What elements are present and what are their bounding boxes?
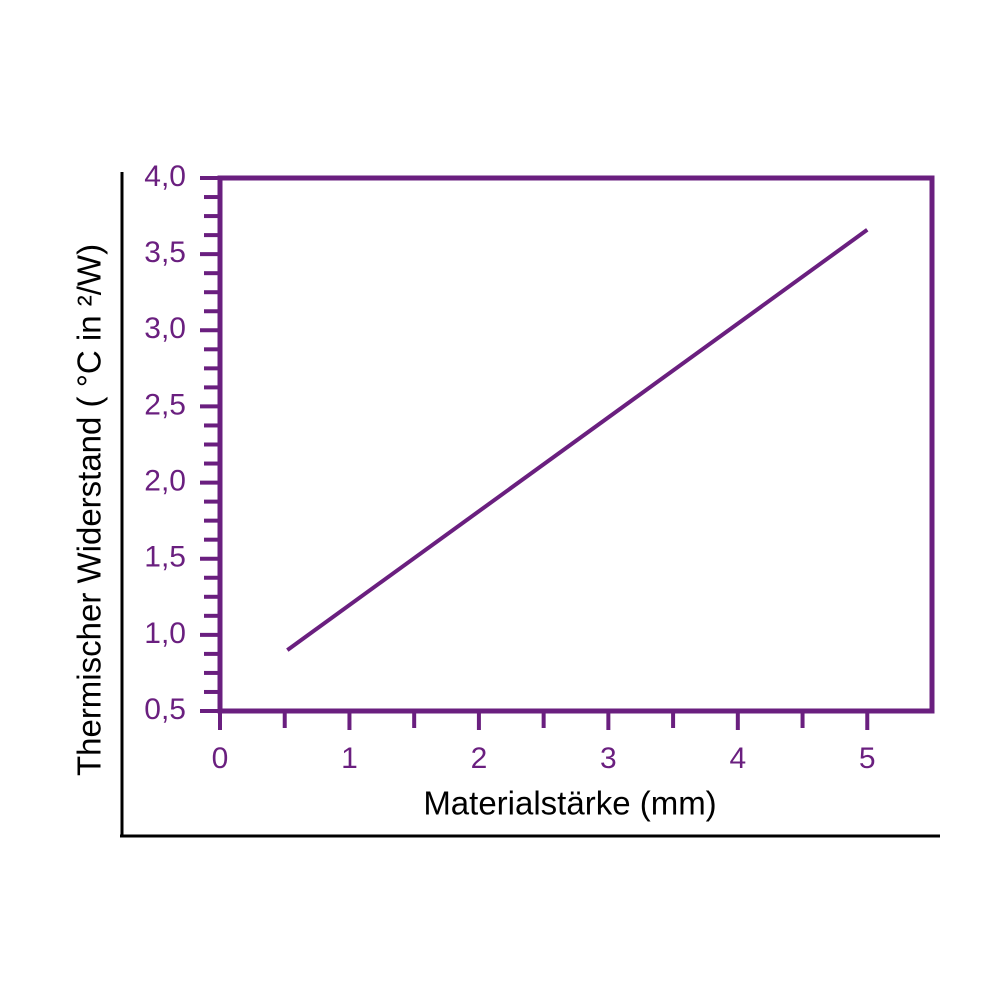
x-tick-label: 3 bbox=[600, 742, 617, 775]
x-tick-label: 5 bbox=[859, 742, 876, 775]
x-tick-label: 0 bbox=[212, 742, 229, 775]
y-tick-label: 3,0 bbox=[144, 312, 186, 345]
y-tick-label: 1,5 bbox=[144, 541, 186, 574]
y-tick-label: 2,0 bbox=[144, 464, 186, 497]
y-tick-label: 1,0 bbox=[144, 617, 186, 650]
y-tick-label: 0,5 bbox=[144, 693, 186, 726]
y-tick-label: 2,5 bbox=[144, 388, 186, 421]
x-tick-label: 4 bbox=[729, 742, 746, 775]
y-tick-label: 4,0 bbox=[144, 160, 186, 193]
data-line bbox=[286, 228, 869, 652]
y-tick-label: 3,5 bbox=[144, 236, 186, 269]
x-tick-label: 1 bbox=[341, 742, 358, 775]
x-axis-label: Materialstärke (mm) bbox=[423, 785, 716, 822]
x-tick-label: 2 bbox=[471, 742, 488, 775]
y-axis-label: Thermischer Widerstand ( °C in ²/W) bbox=[71, 244, 108, 776]
